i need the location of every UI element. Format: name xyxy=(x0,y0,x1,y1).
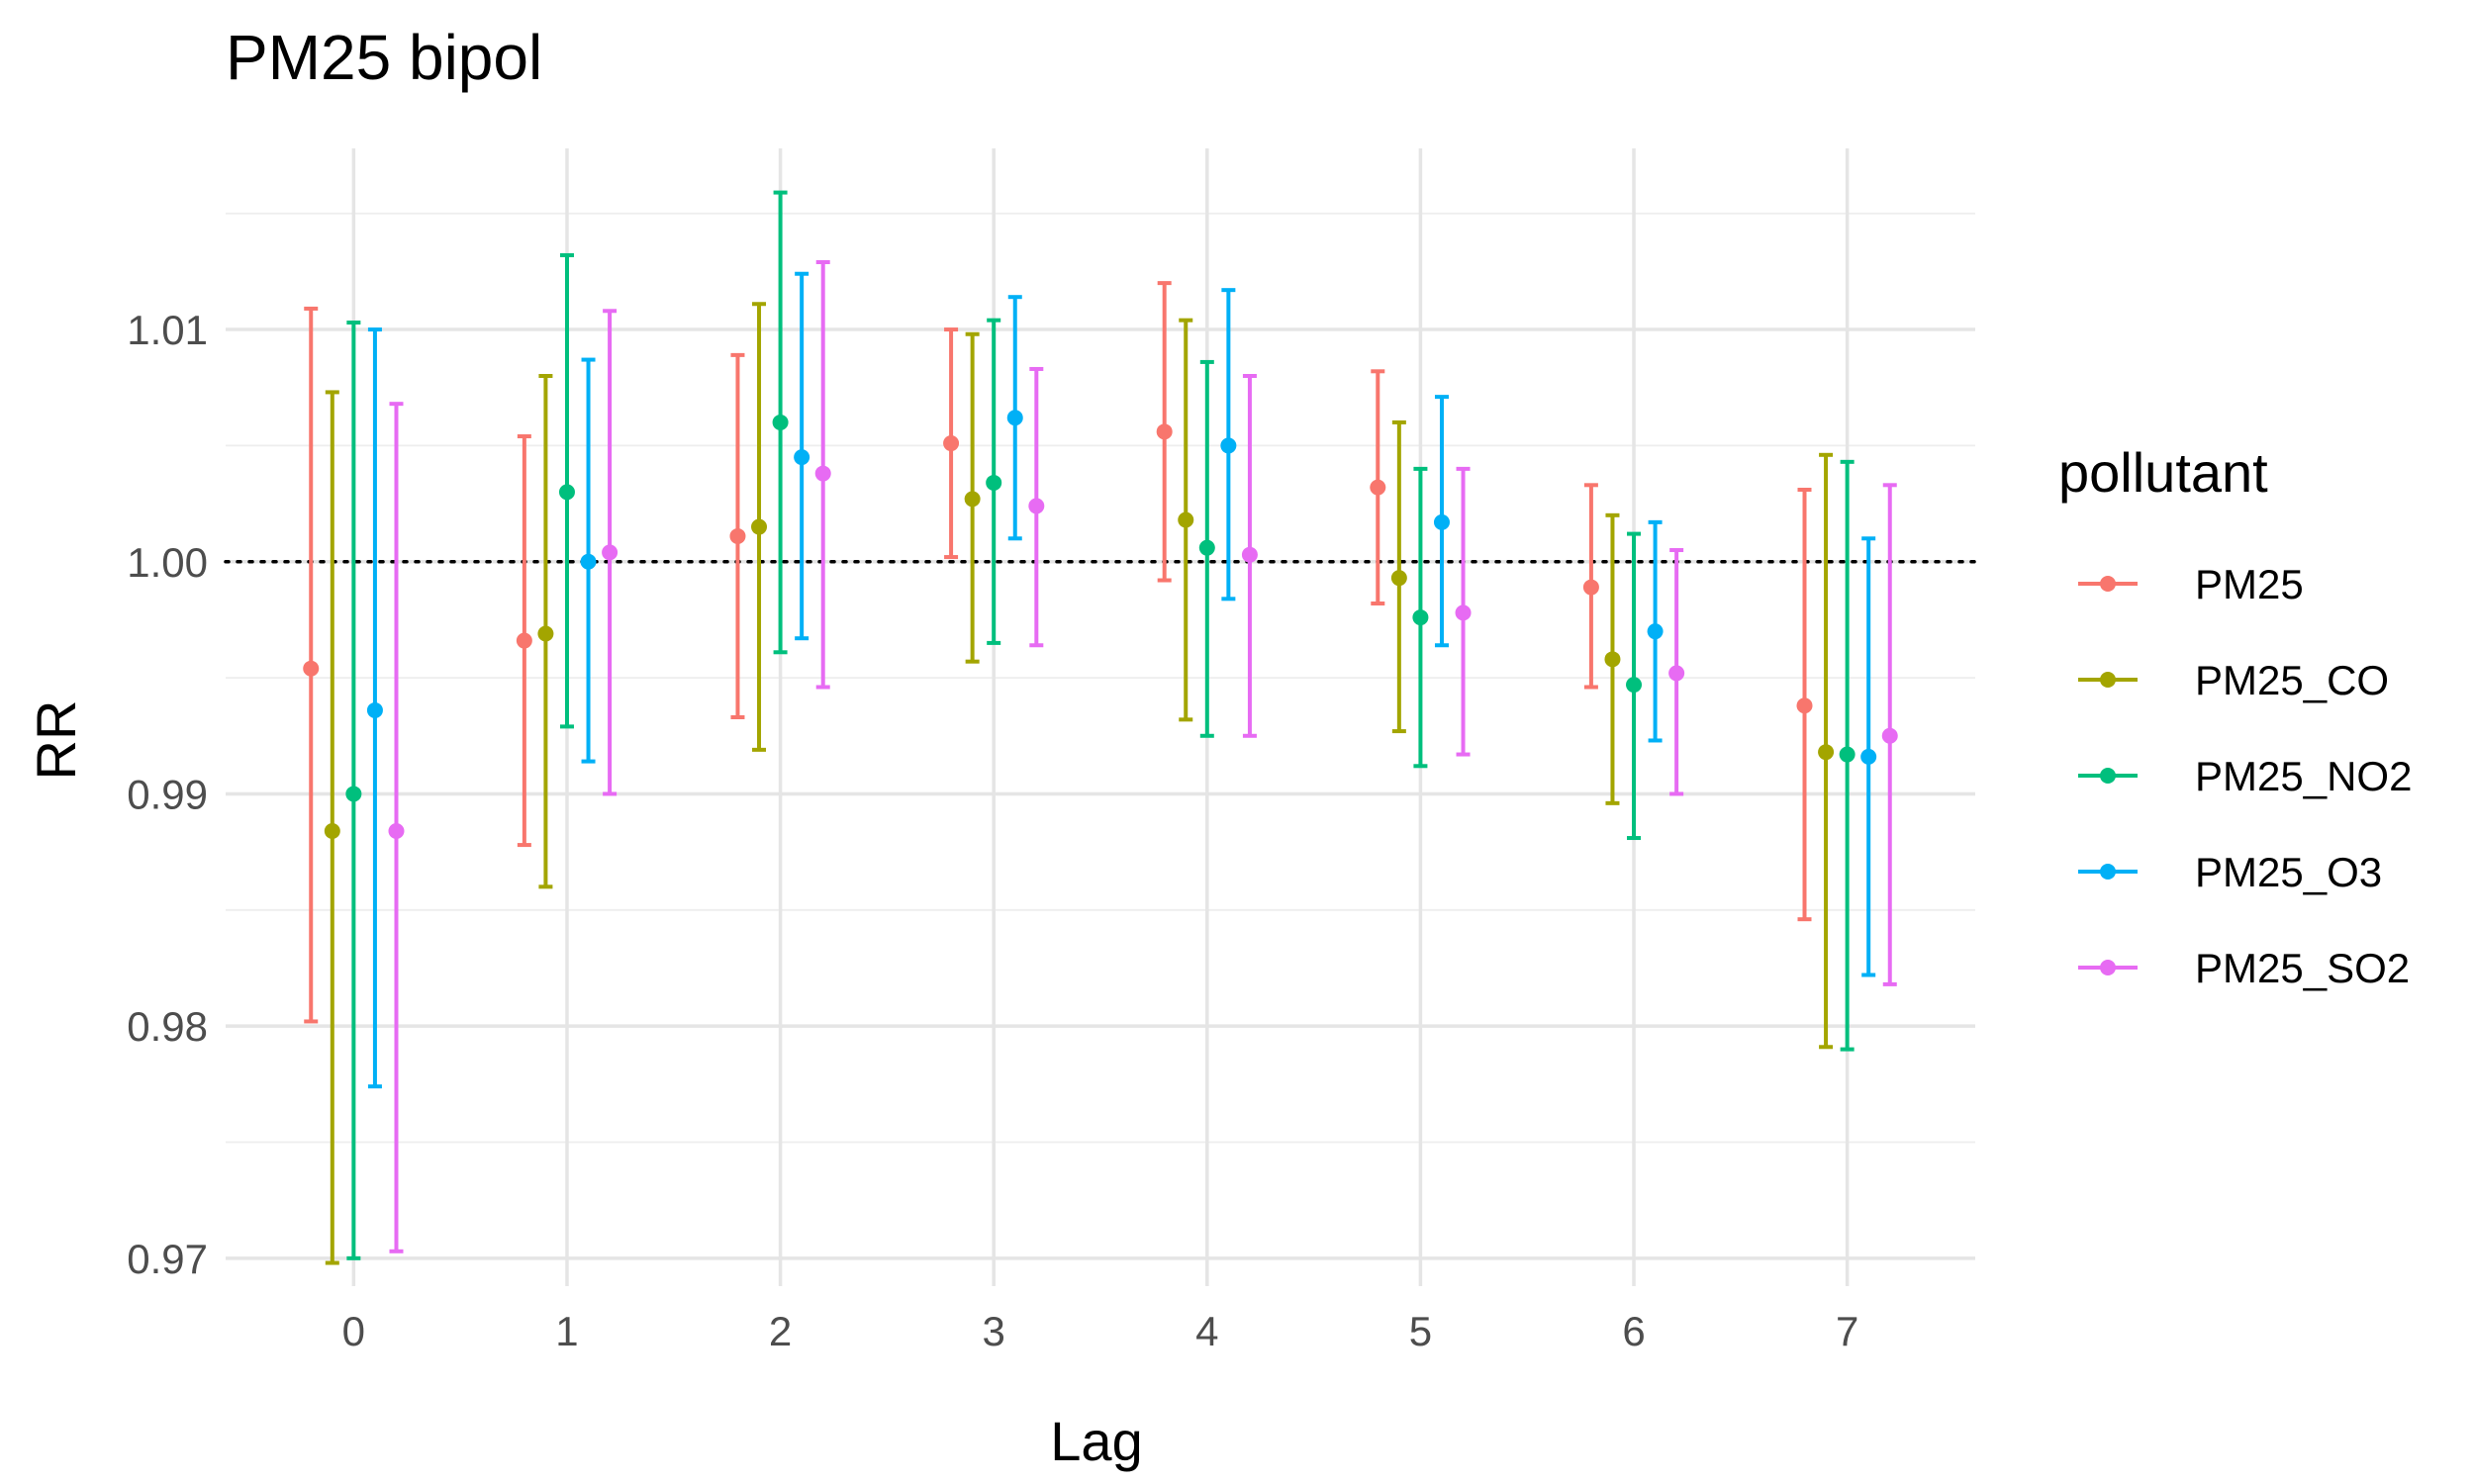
y-tick-label: 0.99 xyxy=(127,771,208,817)
point-estimate xyxy=(516,632,532,649)
point-estimate xyxy=(1604,651,1621,668)
x-tick-label: 3 xyxy=(983,1308,1005,1354)
point-estimate xyxy=(1390,570,1407,587)
point-estimate xyxy=(1668,665,1685,682)
legend-key-point xyxy=(2100,768,2116,784)
y-tick-label: 1.01 xyxy=(127,307,208,353)
point-estimate xyxy=(1156,423,1173,440)
legend-label: PM25_NO2 xyxy=(2195,753,2412,799)
series-PM25_O3 xyxy=(366,271,1877,1089)
legend: pollutant PM25PM25_COPM25_NO2PM25_O3PM25… xyxy=(2058,441,2412,991)
legend-title: pollutant xyxy=(2058,441,2268,504)
series-PM25_SO2 xyxy=(388,260,1898,1253)
y-tick-label: 0.97 xyxy=(127,1236,208,1282)
x-tick-label: 7 xyxy=(1836,1308,1858,1354)
point-estimate xyxy=(602,544,618,561)
legend-items: PM25 PM25_CO PM25_NO2 PM25_O3 PM25_SO2 xyxy=(2078,561,2412,991)
point-estimate xyxy=(1582,579,1599,596)
point-estimate xyxy=(1626,677,1643,694)
point-estimate xyxy=(1455,604,1472,621)
x-tick-labels: 0 1 2 3 4 5 6 7 xyxy=(342,1308,1859,1354)
point-estimate xyxy=(1412,609,1429,626)
legend-item: PM25_O3 xyxy=(2078,849,2382,895)
point-estimate xyxy=(943,435,960,452)
x-tick-label: 2 xyxy=(769,1308,792,1354)
chart-title: PM25 bipol xyxy=(226,22,542,93)
x-axis-title: Lag xyxy=(1050,1410,1142,1472)
point-estimate xyxy=(1220,437,1237,454)
series-PM25_NO2 xyxy=(345,190,1856,1260)
x-tick-label: 1 xyxy=(555,1308,578,1354)
point-estimate xyxy=(1881,727,1898,744)
legend-item: PM25_NO2 xyxy=(2078,753,2412,799)
x-tick-label: 4 xyxy=(1195,1308,1218,1354)
legend-key-point xyxy=(2100,960,2116,975)
series-PM25 xyxy=(303,281,1813,1024)
point-estimate xyxy=(1028,498,1045,514)
point-estimate xyxy=(986,474,1002,491)
legend-label: PM25_CO xyxy=(2195,657,2389,703)
point-estimate xyxy=(729,527,746,544)
legend-key-point xyxy=(2100,576,2116,592)
point-estimate xyxy=(772,414,789,430)
point-estimate xyxy=(303,660,320,677)
point-estimate xyxy=(1178,511,1194,528)
gridlines xyxy=(226,148,1975,1286)
point-estimate xyxy=(751,518,768,535)
point-estimate xyxy=(366,701,383,718)
point-estimate xyxy=(1839,746,1856,763)
point-estimate xyxy=(1241,546,1258,563)
point-estimate xyxy=(537,625,554,642)
x-tick-label: 0 xyxy=(342,1308,365,1354)
point-estimate xyxy=(324,823,340,839)
point-estimate xyxy=(345,786,362,802)
point-estimate xyxy=(558,484,575,501)
point-estimate xyxy=(1860,748,1877,765)
legend-label: PM25_O3 xyxy=(2195,849,2382,895)
point-estimate xyxy=(1370,479,1386,496)
point-estimate xyxy=(794,449,810,466)
legend-key-point xyxy=(2100,864,2116,880)
point-estimate xyxy=(1006,410,1023,426)
point-estimate xyxy=(814,465,831,482)
y-tick-label: 1.00 xyxy=(127,539,208,586)
point-estimate xyxy=(580,553,597,570)
point-estimate xyxy=(388,823,405,839)
point-estimate xyxy=(964,491,981,508)
y-tick-labels: 0.97 0.98 0.99 1.00 1.01 xyxy=(127,307,208,1282)
legend-label: PM25_SO2 xyxy=(2195,945,2410,991)
point-estimate xyxy=(1433,513,1450,530)
point-estimate xyxy=(1647,623,1664,640)
x-tick-label: 5 xyxy=(1409,1308,1432,1354)
legend-label: PM25 xyxy=(2195,561,2304,607)
point-estimate xyxy=(1818,744,1835,761)
legend-item: PM25_CO xyxy=(2078,657,2389,703)
data-marks xyxy=(303,190,1898,1265)
legend-item: PM25 xyxy=(2078,561,2304,607)
y-axis-title: RR xyxy=(25,700,87,781)
point-estimate xyxy=(1198,539,1215,556)
x-tick-label: 6 xyxy=(1622,1308,1645,1354)
series-PM25_CO xyxy=(324,302,1835,1265)
y-tick-label: 0.98 xyxy=(127,1003,208,1050)
legend-item: PM25_SO2 xyxy=(2078,945,2410,991)
point-estimate xyxy=(1796,697,1813,714)
legend-key-point xyxy=(2100,672,2116,688)
